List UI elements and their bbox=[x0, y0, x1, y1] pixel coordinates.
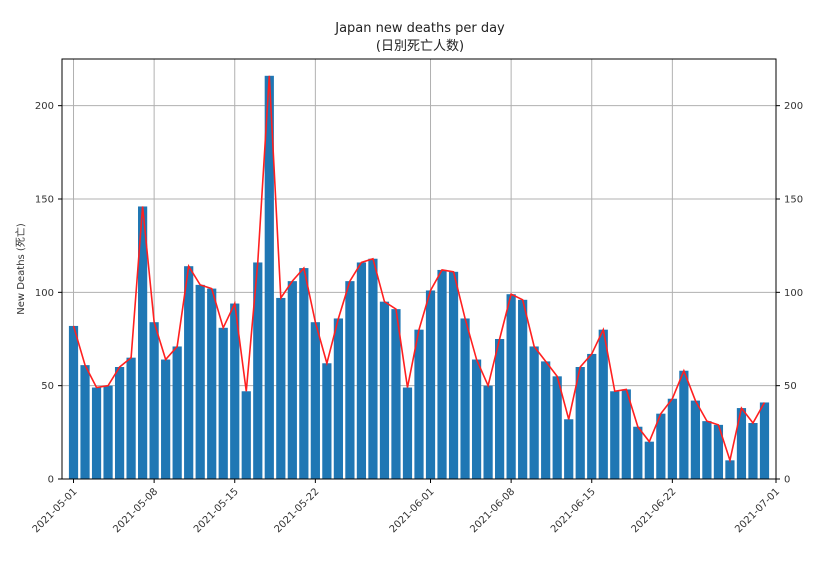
bar bbox=[264, 75, 274, 480]
x-tick-label: 2021-05-01 bbox=[31, 486, 80, 535]
bar bbox=[690, 400, 700, 479]
bar bbox=[184, 266, 194, 479]
x-tick-label: 2021-06-22 bbox=[630, 486, 679, 535]
bar bbox=[541, 361, 551, 479]
bar bbox=[287, 281, 297, 479]
x-tick-label: 2021-05-15 bbox=[192, 486, 241, 535]
bar bbox=[149, 322, 159, 479]
right-y-tick-label: 50 bbox=[784, 381, 797, 392]
bar bbox=[103, 385, 113, 479]
bar bbox=[506, 294, 516, 479]
y-tick-label: 0 bbox=[48, 475, 54, 486]
bar bbox=[345, 281, 355, 479]
bar bbox=[495, 339, 505, 479]
bar bbox=[391, 309, 401, 479]
bar bbox=[368, 258, 378, 479]
bar bbox=[230, 303, 240, 479]
bar bbox=[379, 301, 390, 479]
bar bbox=[68, 325, 79, 479]
bar bbox=[587, 353, 597, 479]
bar bbox=[552, 376, 562, 479]
plot-frame bbox=[61, 58, 777, 480]
bar bbox=[725, 460, 735, 479]
x-tick-label: 2021-05-22 bbox=[273, 486, 322, 535]
bar bbox=[759, 402, 770, 479]
bar bbox=[679, 370, 689, 479]
right-y-tick-label: 200 bbox=[784, 101, 803, 112]
bar bbox=[667, 398, 677, 479]
bar bbox=[80, 365, 90, 479]
bar bbox=[598, 329, 608, 479]
bar bbox=[748, 423, 758, 479]
bar bbox=[356, 262, 367, 479]
bar bbox=[437, 269, 447, 479]
bar bbox=[448, 271, 459, 479]
bar bbox=[161, 359, 171, 479]
right-y-tick-label: 150 bbox=[784, 195, 803, 206]
bar bbox=[460, 318, 470, 479]
right-y-tick-label: 0 bbox=[784, 475, 790, 486]
bar bbox=[425, 290, 436, 479]
bar bbox=[172, 346, 182, 479]
bar bbox=[644, 441, 654, 479]
bar bbox=[276, 297, 286, 479]
chart-subtitle: (日別死亡人数) bbox=[376, 39, 464, 54]
bar bbox=[621, 389, 631, 479]
y-axis-label: New Deaths (死亡) bbox=[14, 223, 27, 315]
right-y-axis: 0 50 100 150 200 bbox=[776, 101, 803, 486]
bar bbox=[310, 322, 320, 479]
left-y-axis: 0 50 100 150 200 bbox=[35, 101, 62, 486]
bar bbox=[518, 299, 528, 479]
bar bbox=[656, 413, 666, 479]
bar bbox=[333, 318, 343, 479]
x-tick-label: 2021-06-08 bbox=[468, 486, 517, 535]
y-tick-label: 50 bbox=[41, 381, 54, 392]
trend-line bbox=[72, 75, 766, 464]
bar bbox=[564, 419, 574, 479]
right-y-tick-label: 100 bbox=[784, 288, 803, 299]
bar bbox=[114, 367, 125, 479]
x-tick-label: 2021-06-01 bbox=[388, 486, 437, 535]
bar bbox=[195, 284, 205, 479]
bar bbox=[207, 288, 217, 479]
y-tick-label: 200 bbox=[35, 101, 54, 112]
bar bbox=[575, 367, 585, 479]
x-tick-label: 2021-05-08 bbox=[111, 486, 160, 535]
bar bbox=[471, 359, 482, 479]
x-axis: 2021-05-01 2021-05-08 2021-05-15 2021-05-22… bbox=[31, 479, 782, 535]
y-tick-label: 150 bbox=[35, 195, 54, 206]
bar bbox=[218, 327, 228, 479]
bar bbox=[126, 357, 136, 479]
bar bbox=[713, 424, 724, 479]
bar bbox=[633, 426, 643, 479]
bar bbox=[253, 262, 263, 479]
bar bbox=[138, 206, 148, 479]
chart-title: Japan new deaths per day bbox=[334, 21, 505, 36]
bar bbox=[483, 385, 493, 479]
y-tick-label: 100 bbox=[35, 288, 54, 299]
x-tick-label: 2021-06-15 bbox=[549, 486, 598, 535]
x-tick-label: 2021-07-01 bbox=[733, 486, 782, 535]
bar bbox=[299, 268, 309, 479]
bar bbox=[736, 408, 747, 479]
bar bbox=[322, 363, 332, 479]
bar bbox=[529, 346, 539, 479]
bar bbox=[610, 391, 620, 479]
bar bbox=[241, 391, 251, 479]
bar bbox=[702, 421, 712, 479]
bar bbox=[402, 387, 413, 479]
bars bbox=[68, 75, 770, 480]
bar bbox=[91, 387, 102, 479]
bar bbox=[414, 329, 424, 479]
